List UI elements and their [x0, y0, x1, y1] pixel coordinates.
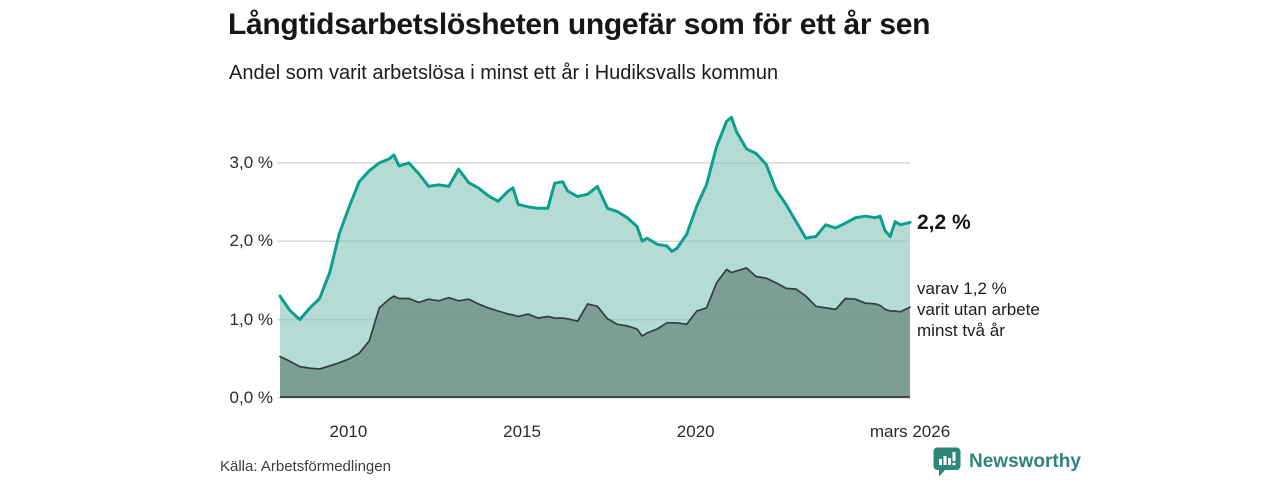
x-tick-label: 2020: [676, 422, 715, 441]
plot-area: [277, 108, 912, 399]
y-tick-label: 1,0 %: [229, 309, 273, 329]
brand-wordmark: Newsworthy: [969, 451, 1081, 472]
x-tick-label: 2010: [329, 422, 368, 441]
secondary-label-line1: varav 1,2 %: [917, 279, 1007, 298]
y-tick-label: 3,0 %: [229, 152, 273, 172]
secondary-series-label: varav 1,2 % varit utan arbete minst två …: [917, 278, 1087, 341]
page-subtitle: Andel som varit arbetslösa i minst ett å…: [229, 62, 779, 84]
secondary-label-line3: minst två år: [917, 321, 1005, 340]
secondary-label-line2: varit utan arbete: [917, 300, 1040, 319]
brand-logo: Newsworthy: [933, 447, 1081, 477]
secondary-line: [279, 267, 911, 370]
page-title: Långtidsarbetslösheten ungefär som för e…: [228, 8, 931, 41]
y-tick-label: 0,0 %: [229, 388, 273, 407]
source-caption: Källa: Arbetsförmedlingen: [220, 458, 391, 475]
total-line: [278, 115, 912, 322]
area-chart: [277, 115, 912, 399]
x-tick-label: mars 2026: [869, 422, 951, 441]
secondary-area-fill: [280, 267, 910, 398]
x-tick-label: 2015: [503, 422, 541, 441]
y-tick-label: 2,0 %: [229, 231, 273, 251]
latest-value-label: 2,2 %: [917, 211, 971, 234]
newsworthy-speech-bubble-barchart-icon: [933, 447, 961, 477]
